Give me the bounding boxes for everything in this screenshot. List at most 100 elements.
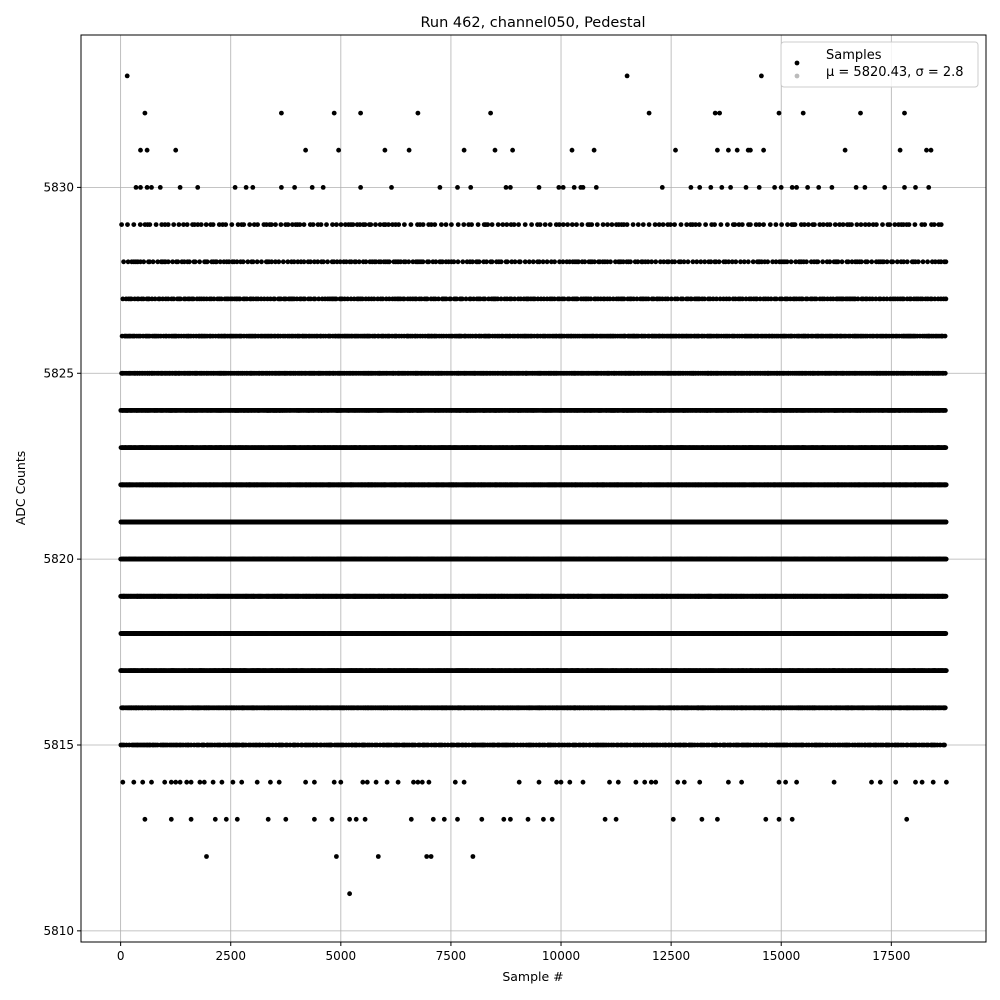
data-point [286, 222, 291, 227]
data-point [869, 259, 874, 264]
data-point [679, 222, 684, 227]
data-point [916, 259, 921, 264]
data-point [816, 259, 821, 264]
data-point [504, 222, 509, 227]
data-point [334, 222, 339, 227]
data-point [223, 222, 228, 227]
data-point [697, 222, 702, 227]
data-point [703, 222, 708, 227]
data-point [789, 259, 794, 264]
data-point [574, 222, 579, 227]
data-point [452, 259, 457, 264]
data-point [570, 222, 575, 227]
data-point [907, 222, 912, 227]
data-point [913, 222, 918, 227]
data-point [545, 259, 550, 264]
data-point [874, 222, 879, 227]
data-point [357, 259, 362, 264]
data-point [281, 259, 286, 264]
data-point [469, 222, 474, 227]
data-point [944, 259, 949, 264]
data-point [653, 259, 658, 264]
data-point [177, 222, 182, 227]
data-point [351, 222, 356, 227]
data-point [402, 222, 407, 227]
data-point [672, 222, 677, 227]
data-point [595, 222, 600, 227]
data-point [396, 222, 401, 227]
data-point [740, 222, 745, 227]
data-point [251, 259, 256, 264]
data-point [761, 222, 766, 227]
data-point [719, 222, 724, 227]
data-point [820, 259, 825, 264]
data-point [605, 222, 610, 227]
data-point [672, 259, 677, 264]
data-point [746, 259, 751, 264]
data-point [827, 259, 832, 264]
data-point [751, 259, 756, 264]
data-point [302, 222, 307, 227]
data-point [439, 222, 444, 227]
data-point [485, 222, 490, 227]
data-point [523, 259, 528, 264]
data-point [321, 259, 326, 264]
data-point [187, 259, 192, 264]
data-point [211, 222, 216, 227]
data-point [247, 222, 252, 227]
data-point [138, 222, 143, 227]
data-point [636, 222, 641, 227]
data-point [363, 222, 368, 227]
data-point [859, 222, 864, 227]
data-point [131, 222, 136, 227]
data-point [279, 222, 284, 227]
data-point [812, 222, 817, 227]
data-point [373, 222, 378, 227]
data-point [490, 222, 495, 227]
data-point [757, 222, 762, 227]
data-point [199, 222, 204, 227]
data-point [531, 259, 536, 264]
data-point [548, 222, 553, 227]
data-point [255, 259, 260, 264]
data-point [943, 445, 948, 450]
data-point [628, 259, 633, 264]
data-point [255, 222, 260, 227]
data-point [625, 222, 630, 227]
data-point [828, 222, 833, 227]
data-point [887, 222, 892, 227]
data-point [943, 408, 948, 413]
data-point [641, 222, 646, 227]
data-point [653, 222, 658, 227]
data-point [905, 259, 910, 264]
data-point [748, 222, 753, 227]
data-point [151, 259, 156, 264]
data-point [712, 222, 717, 227]
data-point [311, 222, 316, 227]
data-point [921, 259, 926, 264]
data-point [432, 222, 437, 227]
data-point [444, 222, 449, 227]
data-point [339, 222, 344, 227]
data-point [732, 222, 737, 227]
data-point [269, 222, 274, 227]
data-point [925, 259, 930, 264]
data-point [259, 259, 264, 264]
data-point [768, 222, 773, 227]
data-point [141, 259, 146, 264]
data-point [806, 222, 811, 227]
plot-area [81, 35, 986, 942]
data-point [154, 222, 159, 227]
data-point [538, 222, 543, 227]
data-point [867, 222, 872, 227]
data-point [833, 222, 838, 227]
data-point [325, 259, 330, 264]
data-point [193, 259, 198, 264]
data-point [943, 371, 948, 376]
data-point [582, 259, 587, 264]
data-point [426, 259, 431, 264]
data-point [368, 222, 373, 227]
data-point [944, 297, 949, 302]
data-point [849, 222, 854, 227]
